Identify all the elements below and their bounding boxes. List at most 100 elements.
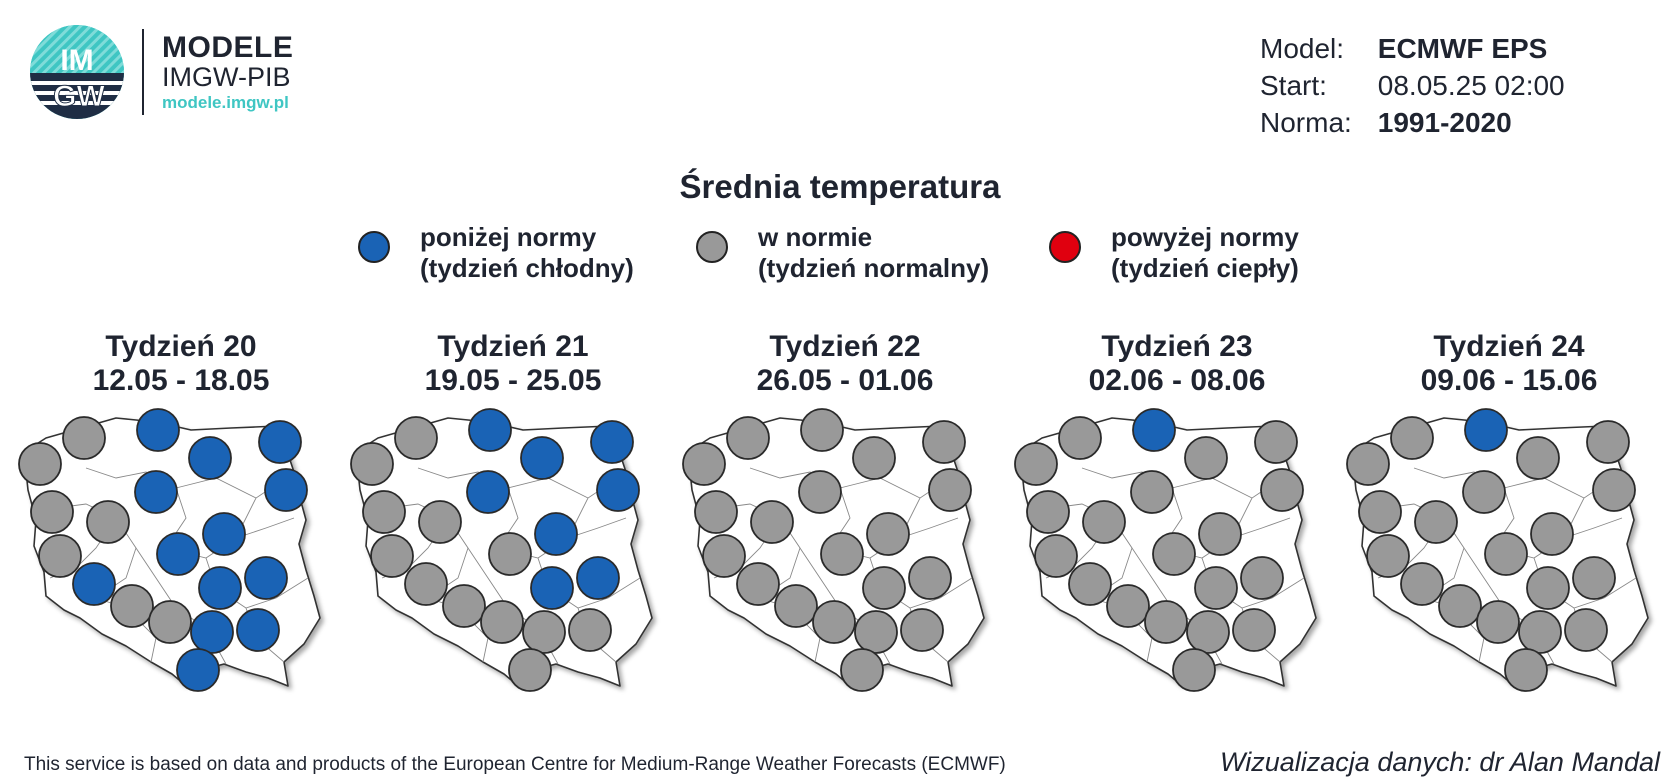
station-dot-normal <box>1414 500 1458 544</box>
station-dot-normal <box>1366 534 1410 578</box>
station-dot-normal <box>702 534 746 578</box>
station-dot-below <box>1464 408 1508 452</box>
station-dot-normal <box>736 562 780 606</box>
station-dot-normal <box>812 600 856 644</box>
station-dot-below <box>596 468 640 512</box>
station-dot-normal <box>1152 532 1196 576</box>
station-dot-normal <box>854 610 898 654</box>
station-dot-below <box>468 408 512 452</box>
week-dates: 26.05 - 01.06 <box>756 364 934 397</box>
week-dates: 02.06 - 08.06 <box>1088 364 1266 397</box>
station-dot-below <box>134 470 178 514</box>
station-dot-normal <box>900 608 944 652</box>
week-title: Tydzień 23 <box>1101 330 1253 363</box>
station-dot-normal <box>840 648 884 692</box>
station-dot-normal <box>1572 556 1616 600</box>
week-title: Tydzień 22 <box>769 330 921 363</box>
week-dates: 12.05 - 18.05 <box>92 364 270 397</box>
station-dot-below <box>590 420 634 464</box>
station-dot-normal <box>928 468 972 512</box>
station-dot-below <box>72 562 116 606</box>
logo-url: modele.imgw.pl <box>162 93 289 112</box>
station-dot-below <box>1132 408 1176 452</box>
norm-row: Norma: 1991-2020 <box>1260 104 1565 141</box>
station-dot-below <box>176 648 220 692</box>
station-dot-normal <box>1194 566 1238 610</box>
poland-map-week-21 <box>350 408 653 692</box>
week-title: Tydzień 24 <box>1433 330 1585 363</box>
station-dot-normal <box>1106 584 1150 628</box>
station-dot-below <box>258 420 302 464</box>
week-panel-24: Tydzień 24 09.06 - 15.06 <box>1344 330 1674 692</box>
station-dot-normal <box>394 416 438 460</box>
logo-badge: IM GW <box>30 25 124 119</box>
station-dot-normal <box>1254 420 1298 464</box>
station-dot-normal <box>1586 420 1630 464</box>
station-dot-below <box>198 566 242 610</box>
station-dot-normal <box>1260 468 1304 512</box>
station-dot-normal <box>30 490 74 534</box>
station-dot-normal <box>1198 512 1242 556</box>
station-dot-normal <box>404 562 448 606</box>
week-dates: 19.05 - 25.05 <box>424 364 602 397</box>
station-dot-normal <box>1130 470 1174 514</box>
legend-text-below: poniżej normy (tydzień chłodny) <box>420 222 634 284</box>
legend-dot-normal <box>696 231 728 263</box>
norm-label: Norma: <box>1260 107 1352 138</box>
station-dot-normal <box>370 534 414 578</box>
station-dot-normal <box>1184 436 1228 480</box>
station-dot-below <box>264 468 308 512</box>
logo-text-bottom: GW <box>53 80 105 113</box>
station-dot-normal <box>1034 534 1078 578</box>
station-dot-normal <box>350 442 394 486</box>
station-dot-normal <box>1592 468 1636 512</box>
station-dot-normal <box>682 442 726 486</box>
week-title: Tydzień 21 <box>437 330 589 363</box>
station-dot-normal <box>1438 584 1482 628</box>
legend-above-line2: (tydzień ciepły) <box>1111 253 1299 283</box>
station-dot-normal <box>38 534 82 578</box>
station-dot-below <box>576 556 620 600</box>
station-dot-normal <box>1186 610 1230 654</box>
logo-line2: IMGW-PIB <box>162 62 291 92</box>
week-panel-20: Tydzień 20 12.05 - 18.05 <box>16 330 346 692</box>
legend-below-line1: poniżej normy <box>420 222 597 252</box>
model-info: Model: ECMWF EPS Start: 08.05.25 02:00 N… <box>1260 30 1565 141</box>
legend-dot-above <box>1049 231 1081 263</box>
legend-text-normal: w normie (tydzień normalny) <box>758 222 989 284</box>
page-title: Średnia temperatura <box>679 168 1001 205</box>
station-dot-normal <box>866 512 910 556</box>
station-dot-below <box>244 556 288 600</box>
station-dot-normal <box>62 416 106 460</box>
station-dot-normal <box>1240 556 1284 600</box>
station-dot-normal <box>1518 610 1562 654</box>
station-dot-normal <box>1484 532 1528 576</box>
station-dot-normal <box>1014 442 1058 486</box>
station-dot-normal <box>1026 490 1070 534</box>
station-dot-normal <box>820 532 864 576</box>
logo-wordmark: MODELE IMGW-PIB modele.imgw.pl <box>142 29 293 115</box>
station-dot-normal <box>1144 600 1188 644</box>
model-value: ECMWF EPS <box>1377 33 1548 64</box>
station-dot-normal <box>1082 500 1126 544</box>
station-dot-normal <box>1058 416 1102 460</box>
norm-value: 1991-2020 <box>1377 107 1512 138</box>
week-panel-21: Tydzień 21 19.05 - 25.05 <box>348 330 678 692</box>
poland-map-week-23 <box>1014 408 1317 692</box>
legend-normal-line1: w normie <box>758 222 873 252</box>
logo-line1: MODELE <box>162 31 294 64</box>
station-dot-below <box>156 532 200 576</box>
station-dot-normal <box>508 648 552 692</box>
poland-map-week-24 <box>1346 408 1649 692</box>
station-dot-normal <box>750 500 794 544</box>
model-label: Model: <box>1260 33 1345 64</box>
station-dot-normal <box>522 610 566 654</box>
model-row: Model: ECMWF EPS <box>1260 30 1565 67</box>
station-dot-below <box>136 408 180 452</box>
station-dot-normal <box>418 500 462 544</box>
legend-above-line1: powyżej normy <box>1111 222 1299 252</box>
station-dot-normal <box>362 490 406 534</box>
station-dot-normal <box>480 600 524 644</box>
station-dot-normal <box>148 600 192 644</box>
station-dot-below <box>236 608 280 652</box>
